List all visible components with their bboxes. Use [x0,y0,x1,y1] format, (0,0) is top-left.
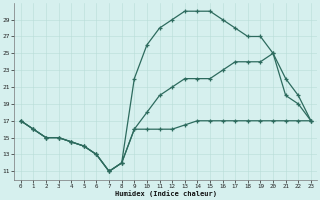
X-axis label: Humidex (Indice chaleur): Humidex (Indice chaleur) [115,190,217,197]
